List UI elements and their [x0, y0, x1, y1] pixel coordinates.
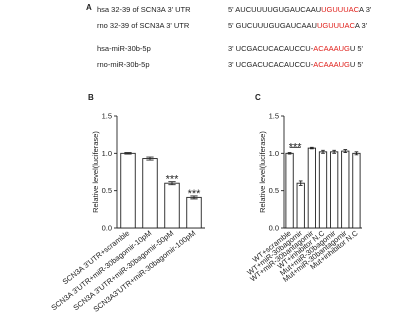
sequence-part: 3' UCGACUCACAUCCU-	[228, 44, 314, 53]
bar	[120, 152, 136, 229]
sequence-name: hsa 32-39 of SCN3A 3' UTR	[97, 5, 191, 14]
bar	[164, 182, 180, 229]
sequence: 5' GUCUUUGUGAUCAAUUGUUUACA 3'	[228, 21, 368, 30]
y-tick-label: 0.0	[102, 224, 112, 233]
sequence: 5' AUCUUUUGUGAUCAAUUGUUUACA 3'	[228, 5, 372, 14]
y-tick-label: 1.5	[269, 112, 279, 121]
sequence-part: U 5'	[350, 60, 364, 69]
sequence-part: A 3'	[359, 5, 372, 14]
error-bar	[298, 180, 303, 186]
sequence-name: rno-miR-30b-5p	[97, 60, 150, 69]
bar	[142, 158, 158, 229]
y-tick-label: 0.5	[269, 186, 279, 195]
bar	[285, 152, 294, 229]
bar	[186, 196, 202, 229]
sequence-part: 5' AUCUUUUGUGAUCAAU	[228, 5, 321, 14]
error-bar	[168, 181, 176, 186]
sequence-part: UGUUUAC	[321, 5, 360, 14]
significance-label: ***	[188, 188, 202, 200]
bar	[352, 152, 361, 229]
error-bar	[310, 146, 314, 150]
significance-label: ***	[166, 174, 180, 186]
significance-label: ***	[289, 141, 303, 153]
sequence-part: 3' UCGACUCACAUCCU-	[228, 60, 314, 69]
error-bar	[146, 156, 154, 161]
y-tick-label: 1.0	[102, 149, 112, 158]
sequence-name: rno 32-39 of SCN3A 3' UTR	[97, 21, 190, 30]
error-bar	[287, 152, 292, 155]
sequence-part: UGUUUAC	[317, 21, 356, 30]
sequence-name: hsa-miR-30b-5p	[97, 44, 151, 53]
panel-label: A	[86, 3, 92, 12]
sequence-part: U 5'	[350, 44, 364, 53]
sequence-part: ACAAAUG	[313, 60, 350, 69]
y-axis-label: Relative level(luciferase)	[258, 131, 267, 213]
sequence-part: A 3'	[355, 21, 368, 30]
y-axis-label: Relative level(luciferase)	[91, 131, 100, 213]
y-tick-label: 1.0	[269, 149, 279, 158]
bar	[330, 151, 339, 229]
error-bar	[124, 152, 132, 155]
y-tick-label: 1.5	[102, 112, 112, 121]
error-bar	[321, 149, 325, 154]
sequence-part: ACAAAUG	[313, 44, 350, 53]
panel-label: B	[88, 93, 94, 102]
sequence-part: 5' GUCUUUGUGAUCAAU	[228, 21, 317, 30]
bar	[318, 151, 328, 229]
error-bar	[190, 195, 198, 200]
bar	[296, 182, 305, 229]
panel-label: C	[255, 93, 261, 102]
error-bar	[332, 149, 336, 154]
error-bar	[343, 149, 348, 154]
y-tick-label: 0.5	[102, 186, 112, 195]
bar	[307, 147, 316, 229]
sequence: 3' UCGACUCACAUCCU-ACAAAUGU 5'	[228, 60, 364, 69]
error-bar	[354, 151, 359, 156]
sequence: 3' UCGACUCACAUCCU-ACAAAUGU 5'	[228, 44, 364, 53]
y-tick-label: 0.0	[269, 224, 279, 233]
bar	[341, 150, 350, 229]
